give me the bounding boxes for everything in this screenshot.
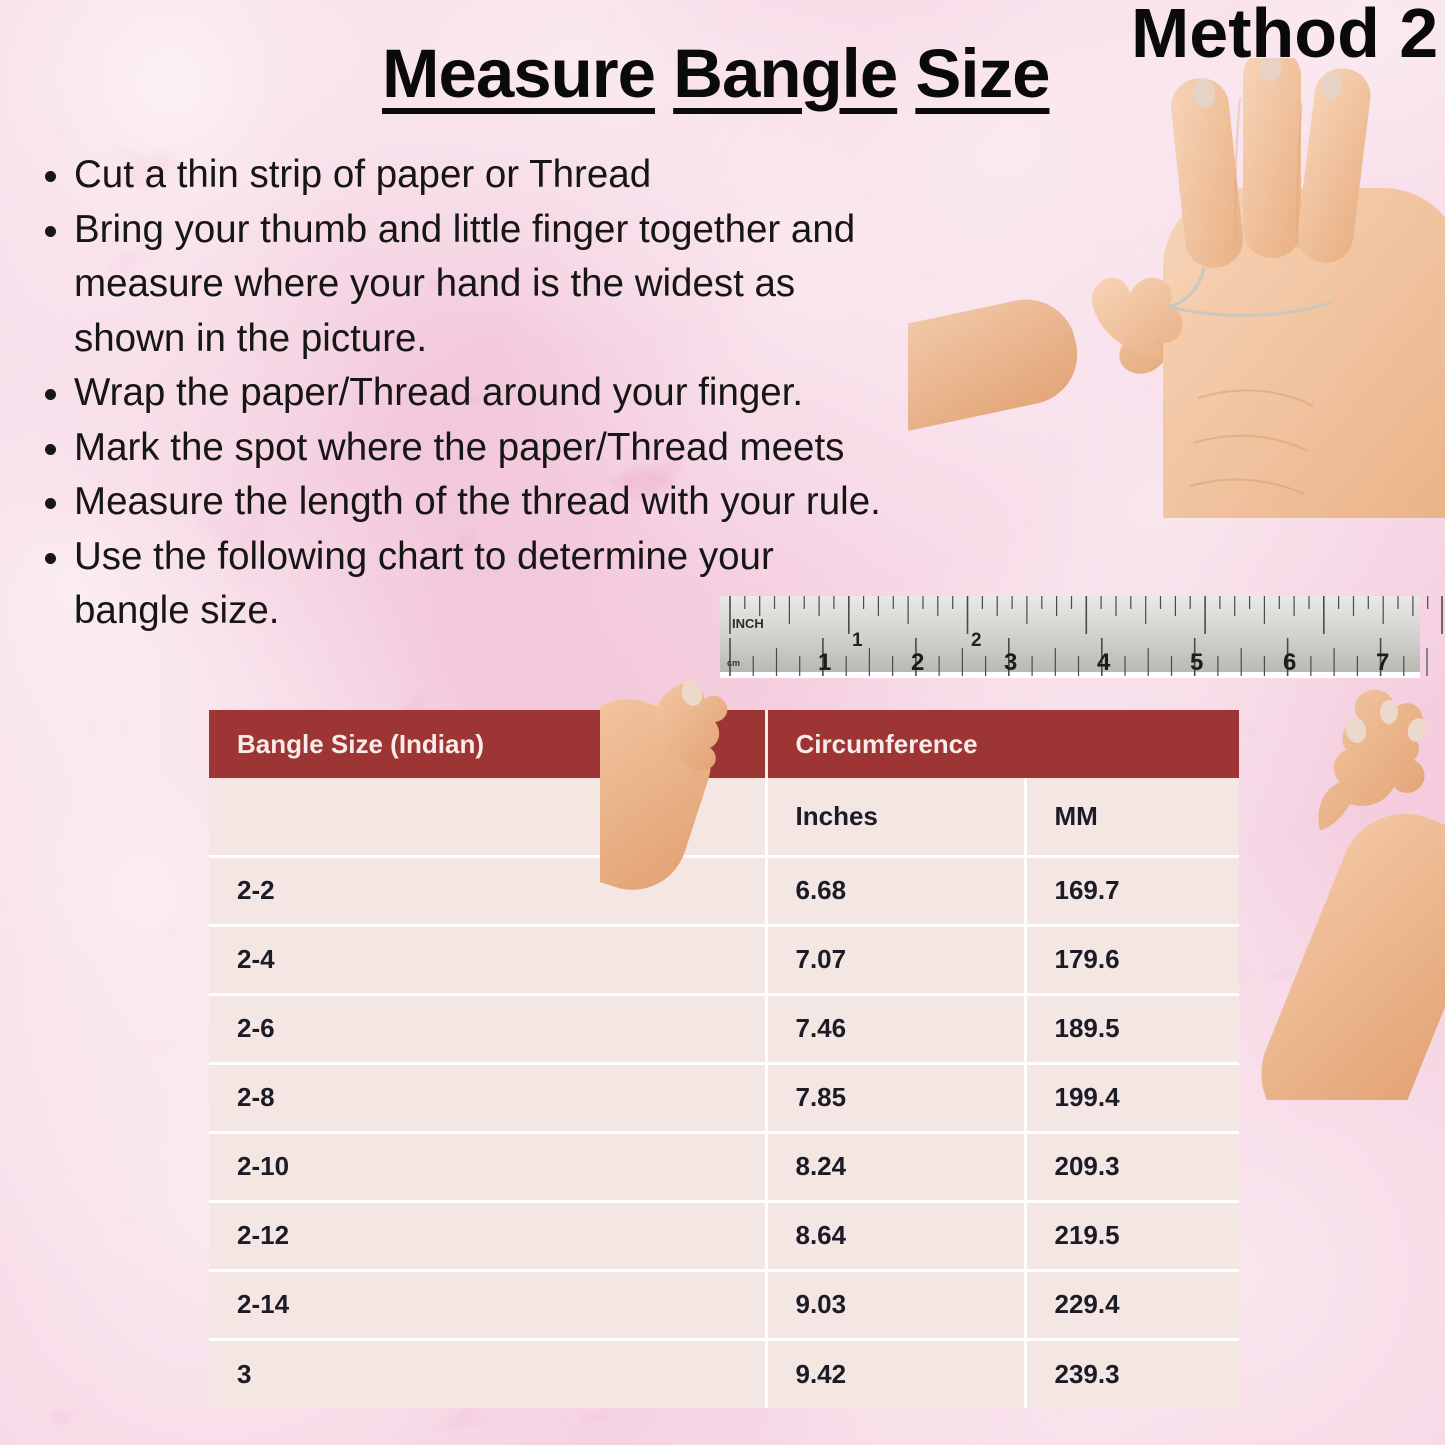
- svg-text:1: 1: [818, 649, 831, 676]
- svg-text:2: 2: [911, 649, 924, 676]
- svg-text:2: 2: [971, 630, 982, 651]
- svg-text:INCH: INCH: [732, 616, 764, 631]
- svg-text:7: 7: [1376, 649, 1389, 676]
- svg-text:4: 4: [1097, 649, 1111, 676]
- svg-text:cm: cm: [727, 658, 740, 668]
- svg-text:3: 3: [1004, 649, 1017, 676]
- svg-text:5: 5: [1190, 649, 1203, 676]
- svg-text:1: 1: [852, 630, 863, 651]
- svg-text:6: 6: [1283, 649, 1296, 676]
